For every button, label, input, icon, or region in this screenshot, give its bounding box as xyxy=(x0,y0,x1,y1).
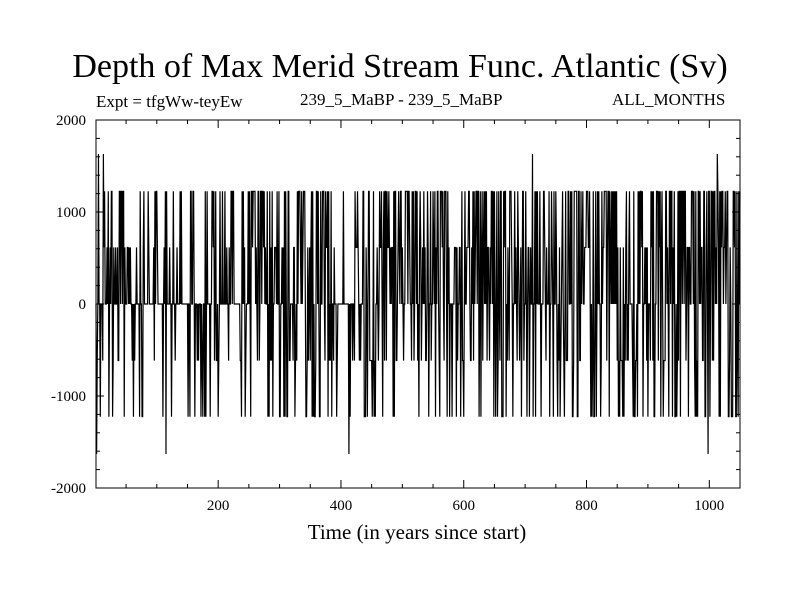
experiment-label: Expt = tfgWw-teyEw xyxy=(96,92,243,111)
y-tick-label: -2000 xyxy=(51,481,86,497)
series-line xyxy=(95,154,741,454)
months-label: ALL_MONTHS xyxy=(612,90,726,109)
y-tick-label: 0 xyxy=(79,297,87,313)
x-tick-label: 800 xyxy=(575,498,598,514)
x-tick-label: 1000 xyxy=(694,498,724,514)
y-tick-label: -1000 xyxy=(51,389,86,405)
x-tick-label: 400 xyxy=(330,498,353,514)
x-tick-label: 200 xyxy=(207,498,230,514)
y-tick-label: 1000 xyxy=(56,205,86,221)
chart-title: Depth of Max Merid Stream Func. Atlantic… xyxy=(72,48,728,85)
comparison-label: 239_5_MaBP - 239_5_MaBP xyxy=(300,90,503,109)
x-axis-label: Time (in years since start) xyxy=(307,520,527,544)
x-tick-label: 600 xyxy=(452,498,475,514)
y-tick-label: 2000 xyxy=(56,113,86,129)
